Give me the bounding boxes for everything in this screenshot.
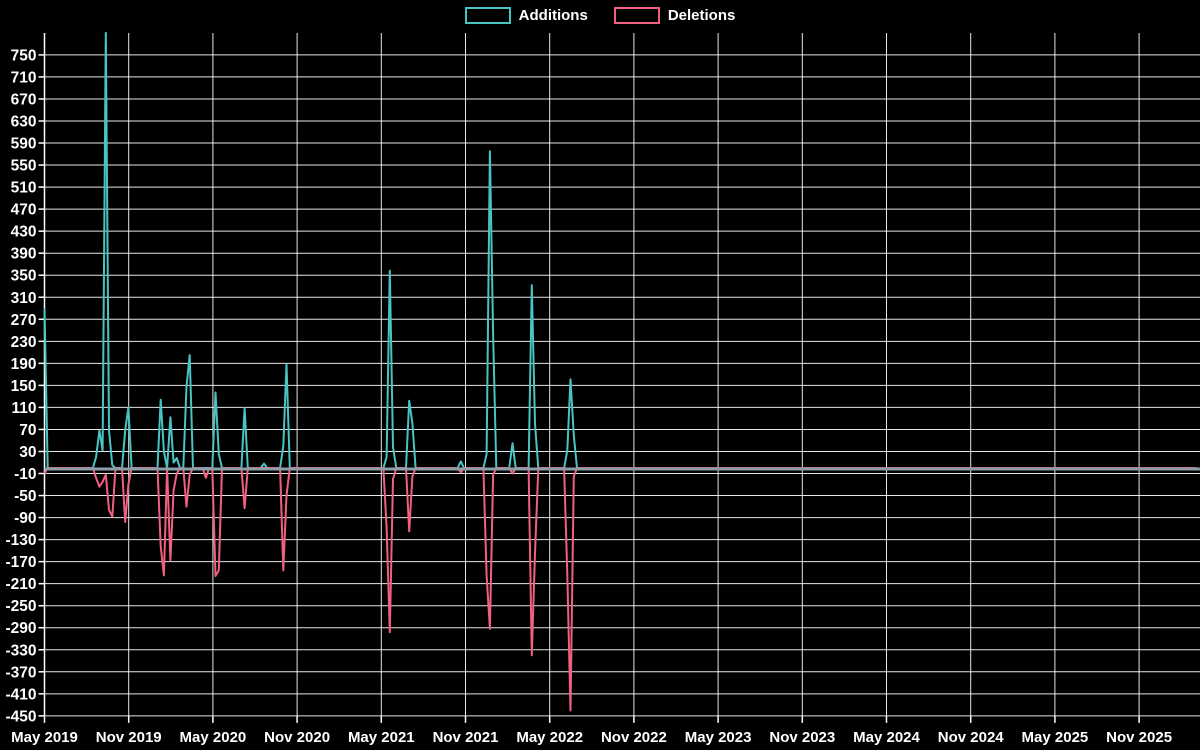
gridlines [44,33,1200,717]
y-axis-label: 230 [11,334,37,351]
y-axis-label: 350 [11,268,37,285]
y-axis-label: 590 [11,136,37,153]
y-axis-label: 550 [11,158,37,175]
y-axis-label: 310 [11,290,37,307]
y-axis-label: 750 [11,47,37,64]
additions-swatch-icon [464,7,511,24]
x-axis-label: Nov 2021 [433,729,499,746]
y-axis-label: 190 [11,356,37,373]
x-axis-label: May 2021 [348,729,415,746]
y-axis-label: 270 [11,312,37,329]
y-axis-label: 430 [11,224,37,241]
y-axis-label: -370 [5,664,36,681]
deletions-line [43,467,1197,712]
x-axis-label: May 2019 [11,729,78,746]
x-axis-label: Nov 2020 [264,729,330,746]
y-axis-label: -450 [5,708,36,725]
deletions-swatch-icon [613,7,660,24]
legend-item-deletions[interactable]: Deletions [613,7,736,24]
axes [38,33,1140,723]
y-axis-label: -50 [14,488,36,505]
y-axis-label: 110 [11,400,36,417]
x-axis-label: Nov 2024 [938,729,1005,746]
x-axis-label: May 2023 [685,729,752,746]
axis-labels: 750 710 670 630 590 550 510 470 430 390 350 310 270 2… [5,47,1172,746]
x-axis-label: May 2024 [853,729,920,746]
y-axis-label: -250 [5,598,36,615]
y-axis-label: -410 [5,686,36,703]
y-axis-label: 70 [19,422,36,439]
x-axis-label: May 2022 [516,729,583,746]
y-axis-label: 710 [11,69,37,86]
y-axis-label: 670 [11,91,37,108]
legend-item-additions[interactable]: Additions [464,7,588,24]
y-axis-label: -130 [5,532,36,549]
legend-label-additions: Additions [518,7,588,24]
y-axis-label: 630 [11,113,37,130]
y-axis-label: -10 [14,466,36,483]
y-axis-label: 150 [11,378,37,395]
y-axis-label: -210 [5,576,36,593]
y-axis-label: 510 [11,180,37,197]
x-axis-label: May 2025 [1022,729,1089,746]
y-axis-label: -330 [5,642,36,659]
y-axis-label: 390 [11,246,37,263]
y-axis-label: -290 [5,620,36,637]
additions-line [43,31,1197,469]
legend-label-deletions: Deletions [667,7,736,24]
y-axis-label: 30 [19,444,36,461]
x-axis-label: May 2020 [180,729,247,746]
x-axis-label: Nov 2023 [769,729,835,746]
x-axis-label: Nov 2025 [1106,729,1172,746]
x-axis-label: Nov 2022 [601,729,667,746]
x-axis-label: Nov 2019 [96,729,162,746]
y-axis-label: 470 [11,202,37,219]
y-axis-label: -170 [5,554,36,571]
y-axis-label: -90 [14,510,36,527]
chart-legend: Additions Deletions [0,7,1200,24]
